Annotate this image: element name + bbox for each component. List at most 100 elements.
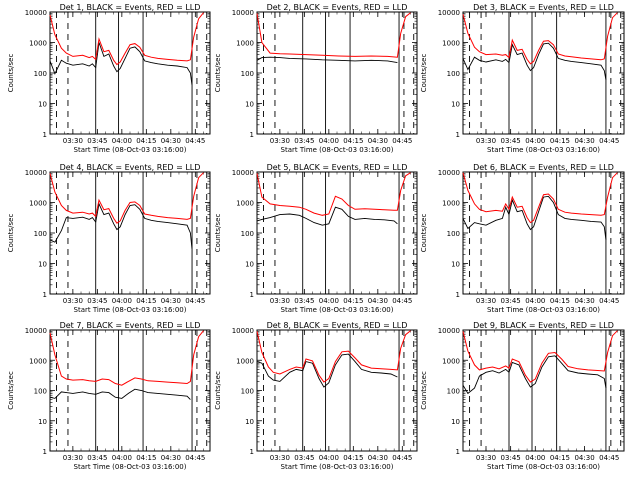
y-tick-label: 10 xyxy=(38,101,47,109)
y-tick-label: 1 xyxy=(456,448,460,456)
x-tick-label: 04:15 xyxy=(550,297,570,305)
x-axis-label: Start Time (08-Oct-03 03:16:00) xyxy=(487,463,600,471)
x-tick-label: 04:45 xyxy=(599,454,619,462)
events-series-line xyxy=(256,353,398,388)
y-tick-label: 100 xyxy=(447,388,460,396)
x-axis-label: Start Time (08-Oct-03 03:16:00) xyxy=(74,463,187,471)
events-series-line xyxy=(49,42,193,86)
x-tick-label: 04:00 xyxy=(112,297,132,305)
events-series-line xyxy=(462,355,607,395)
lld-series-line xyxy=(462,12,618,65)
x-axis-label: Start Time (08-Oct-03 03:16:00) xyxy=(487,146,600,154)
x-tick-label: 04:45 xyxy=(185,297,205,305)
x-tick-label: 04:30 xyxy=(574,297,594,305)
x-tick-label: 04:15 xyxy=(343,454,363,462)
y-tick-label: 10 xyxy=(451,101,460,109)
y-tick-label: 100 xyxy=(447,230,460,238)
x-tick-label: 03:30 xyxy=(63,454,83,462)
y-tick-label: 1000 xyxy=(236,357,254,365)
x-tick-label: 04:00 xyxy=(112,454,132,462)
x-tick-label: 03:30 xyxy=(270,137,290,145)
y-tick-label: 10000 xyxy=(438,327,460,335)
y-tick-label: 1 xyxy=(250,291,254,299)
events-series-line xyxy=(462,42,607,80)
events-series-line xyxy=(256,206,398,226)
y-tick-label: 1 xyxy=(43,291,47,299)
x-tick-label: 04:00 xyxy=(525,297,545,305)
y-tick-label: 10 xyxy=(245,261,254,269)
panel-9: Det 9, BLACK = Events, RED = LLD Counts/s… xyxy=(420,321,625,471)
x-axis-label: Start Time (08-Oct-03 03:16:00) xyxy=(281,463,394,471)
panel-title: Det 6, BLACK = Events, RED = LLD xyxy=(473,163,614,172)
panel-title: Det 1, BLACK = Events, RED = LLD xyxy=(60,3,201,12)
y-tick-label: 100 xyxy=(34,70,47,78)
x-tick-label: 04:30 xyxy=(574,454,594,462)
y-tick-label: 10000 xyxy=(25,327,47,335)
panel-title: Det 2, BLACK = Events, RED = LLD xyxy=(267,3,408,12)
x-tick-label: 04:15 xyxy=(136,137,156,145)
y-tick-label: 1 xyxy=(43,131,47,139)
x-tick-label: 04:00 xyxy=(319,137,339,145)
x-tick-label: 04:30 xyxy=(368,454,388,462)
lld-series-line xyxy=(256,12,411,58)
plot-frame xyxy=(462,171,625,295)
x-tick-label: 04:15 xyxy=(550,454,570,462)
y-tick-label: 10000 xyxy=(232,9,254,17)
x-axis-label: Start Time (08-Oct-03 03:16:00) xyxy=(281,146,394,154)
panel-title: Det 4, BLACK = Events, RED = LLD xyxy=(60,163,201,172)
events-series-line xyxy=(49,202,193,249)
lld-series-line xyxy=(256,330,411,383)
lld-series-line xyxy=(256,172,411,216)
x-tick-label: 04:30 xyxy=(574,137,594,145)
y-tick-label: 100 xyxy=(34,230,47,238)
y-axis-label: Counts/sec xyxy=(214,54,222,93)
x-tick-label: 03:45 xyxy=(294,137,314,145)
x-tick-label: 04:45 xyxy=(599,297,619,305)
x-tick-label: 03:45 xyxy=(87,297,107,305)
lld-series-line xyxy=(49,172,204,224)
x-tick-label: 04:45 xyxy=(185,454,205,462)
plot-frame xyxy=(49,171,211,295)
x-axis-label: Start Time (08-Oct-03 03:16:00) xyxy=(74,146,187,154)
plot-frame xyxy=(256,329,418,452)
panel-6: Det 6, BLACK = Events, RED = LLD Counts/s… xyxy=(420,163,625,314)
y-tick-label: 1000 xyxy=(442,40,460,48)
x-tick-label: 04:00 xyxy=(525,454,545,462)
y-tick-label: 100 xyxy=(34,388,47,396)
panel-title: Det 8, BLACK = Events, RED = LLD xyxy=(267,321,408,330)
x-tick-label: 03:30 xyxy=(476,297,496,305)
x-tick-label: 04:00 xyxy=(319,297,339,305)
x-tick-label: 04:15 xyxy=(550,137,570,145)
panel-title: Det 7, BLACK = Events, RED = LLD xyxy=(60,321,201,330)
lld-series-line xyxy=(462,330,618,383)
y-tick-label: 10000 xyxy=(438,169,460,177)
x-tick-label: 04:30 xyxy=(368,137,388,145)
y-axis-label: Counts/sec xyxy=(420,214,428,253)
y-tick-label: 100 xyxy=(241,230,254,238)
x-tick-label: 04:45 xyxy=(599,137,619,145)
y-tick-label: 1000 xyxy=(29,40,47,48)
y-tick-label: 1 xyxy=(43,448,47,456)
x-axis-label: Start Time (08-Oct-03 03:16:00) xyxy=(281,306,394,314)
x-tick-label: 04:30 xyxy=(161,297,181,305)
x-tick-label: 03:30 xyxy=(270,297,290,305)
x-tick-label: 04:00 xyxy=(525,137,545,145)
x-tick-label: 04:30 xyxy=(161,137,181,145)
y-tick-label: 1000 xyxy=(442,200,460,208)
lld-series-line xyxy=(462,172,618,224)
lld-series-line xyxy=(49,12,204,66)
x-tick-label: 04:45 xyxy=(392,454,412,462)
plot-frame xyxy=(49,11,211,135)
x-tick-label: 04:30 xyxy=(368,297,388,305)
panel-5: Det 5, BLACK = Events, RED = LLD Counts/s… xyxy=(214,163,418,314)
x-tick-label: 03:45 xyxy=(501,297,521,305)
panel-3: Det 3, BLACK = Events, RED = LLD Counts/s… xyxy=(420,3,625,154)
x-tick-label: 03:30 xyxy=(476,137,496,145)
x-tick-label: 04:00 xyxy=(319,454,339,462)
y-tick-label: 10 xyxy=(245,101,254,109)
x-tick-label: 04:45 xyxy=(392,137,412,145)
panel-1: Det 1, BLACK = Events, RED = LLD Counts/s… xyxy=(7,3,211,154)
panel-title: Det 9, BLACK = Events, RED = LLD xyxy=(473,321,614,330)
x-tick-label: 03:45 xyxy=(87,137,107,145)
